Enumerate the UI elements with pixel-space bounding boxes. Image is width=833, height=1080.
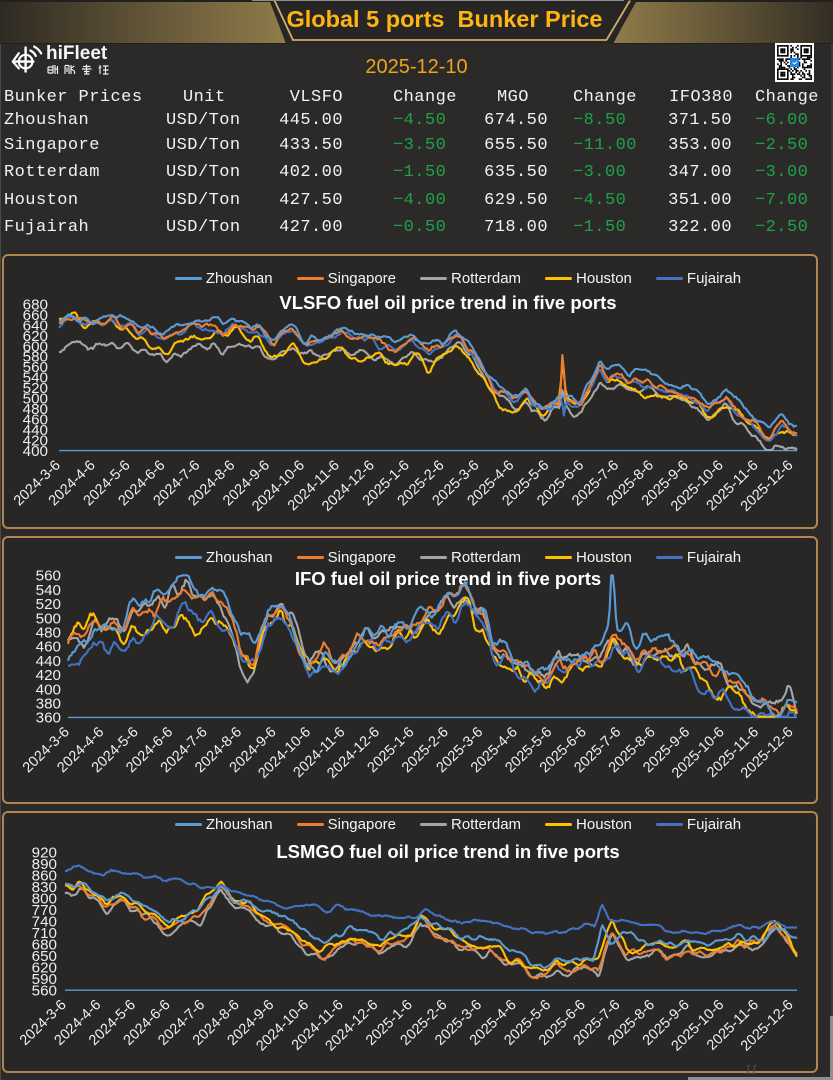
svg-text:540: 540: [36, 582, 61, 599]
svg-text:580: 580: [23, 349, 48, 366]
svg-text:460: 460: [23, 412, 48, 429]
svg-text:360: 360: [36, 710, 61, 727]
svg-text:920: 920: [32, 844, 57, 861]
svg-text:620: 620: [32, 959, 57, 976]
svg-text:640: 640: [23, 317, 48, 334]
svg-text:440: 440: [23, 422, 48, 439]
svg-text:650: 650: [32, 948, 57, 965]
svg-text:500: 500: [23, 391, 48, 408]
svg-text:520: 520: [36, 596, 61, 613]
svg-text:860: 860: [32, 867, 57, 884]
svg-text:890: 890: [32, 856, 57, 873]
svg-text:680: 680: [32, 936, 57, 953]
svg-text:680: 680: [23, 296, 48, 313]
svg-text:600: 600: [23, 338, 48, 355]
svg-text:560: 560: [36, 568, 61, 585]
svg-text:380: 380: [36, 696, 61, 713]
svg-text:740: 740: [32, 913, 57, 930]
svg-text:520: 520: [23, 380, 48, 397]
svg-text:460: 460: [36, 639, 61, 656]
svg-text:590: 590: [32, 971, 57, 988]
svg-text:560: 560: [23, 359, 48, 376]
svg-text:420: 420: [36, 667, 61, 684]
svg-text:800: 800: [32, 890, 57, 907]
svg-text:660: 660: [23, 307, 48, 324]
svg-text:540: 540: [23, 370, 48, 387]
svg-text:400: 400: [36, 681, 61, 698]
svg-text:710: 710: [32, 925, 57, 942]
svg-text:420: 420: [23, 432, 48, 449]
svg-text:440: 440: [36, 653, 61, 670]
svg-text:770: 770: [32, 902, 57, 919]
svg-text:830: 830: [32, 879, 57, 896]
svg-text:620: 620: [23, 328, 48, 345]
svg-text:500: 500: [36, 610, 61, 627]
svg-text:560: 560: [32, 982, 57, 999]
svg-text:480: 480: [36, 625, 61, 642]
svg-text:400: 400: [23, 443, 48, 460]
svg-text:480: 480: [23, 401, 48, 418]
